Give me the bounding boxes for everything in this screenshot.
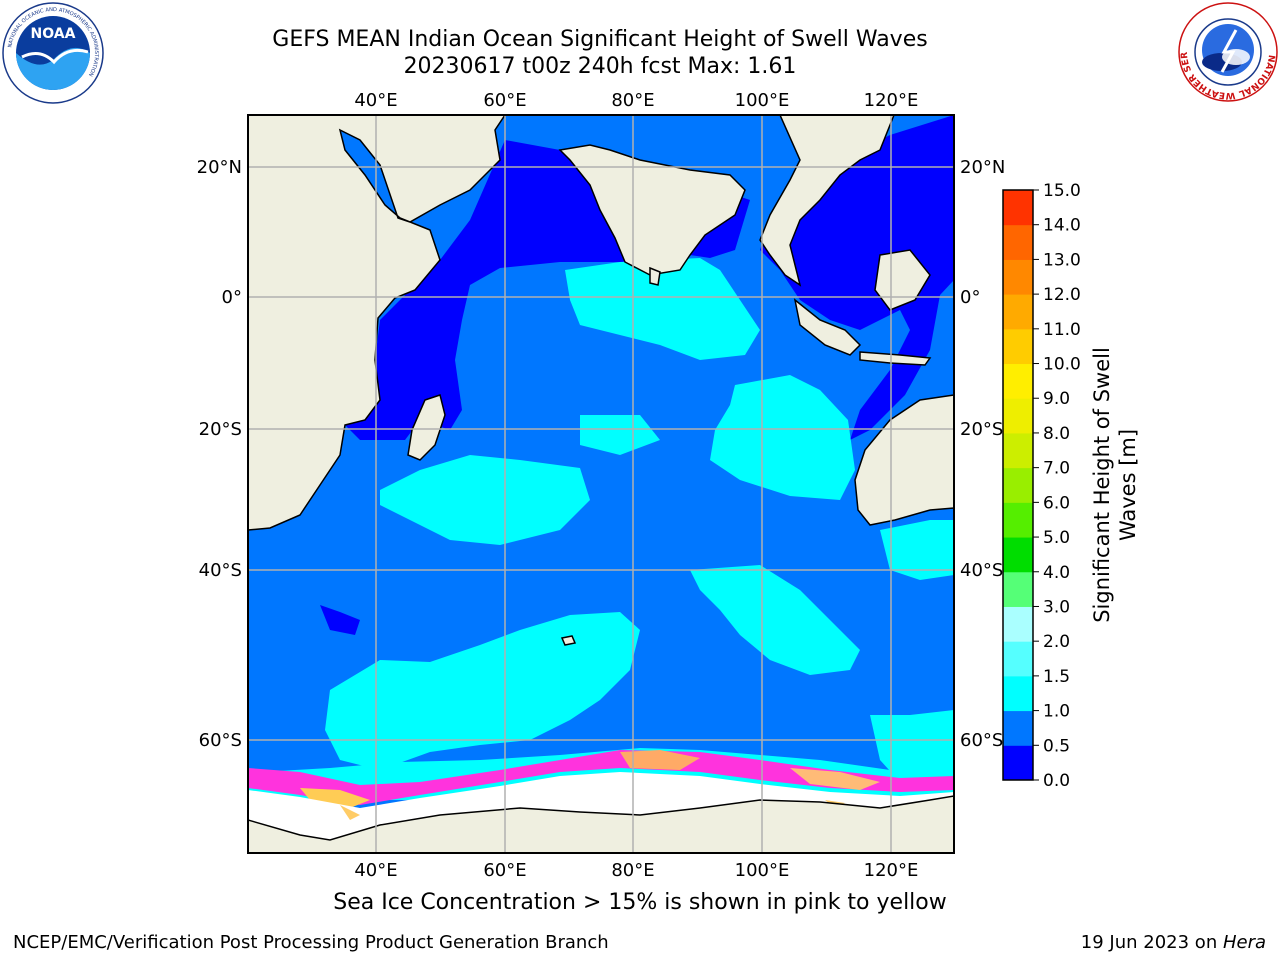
colorbar-swatch [1003, 432, 1033, 469]
lon-label-bottom: 40°E [354, 860, 397, 881]
map-frame [247, 114, 955, 854]
colorbar-tick-label: 9.0 [1043, 389, 1070, 409]
colorbar-frame [1002, 189, 1034, 781]
noaa-logo: NOAA NATIONAL OCEANIC AND ATMOSPHERIC AD… [2, 2, 104, 104]
chart-subtitle: 20230617 t00z 240h fcst Max: 1.61 [403, 54, 797, 79]
colorbar-swatch [1003, 467, 1033, 503]
colorbar-tick-label: 15.0 [1043, 181, 1081, 201]
lat-label-right: 20°S [960, 419, 1003, 440]
lon-label-bottom: 120°E [864, 860, 919, 881]
lat-label-left: 20°S [199, 419, 242, 440]
nws-logo: NATIONAL WEATHER SERVICE [1178, 2, 1278, 102]
colorbar-title-line1: Significant Height of Swell [1090, 347, 1114, 623]
lat-label-right: 60°S [960, 730, 1003, 751]
sea-ice-caption: Sea Ice Concentration > 15% is shown in … [333, 890, 947, 915]
colorbar-tick-label: 6.0 [1043, 493, 1070, 513]
colorbar-swatch [1003, 745, 1033, 781]
lat-label-left: 0° [222, 287, 242, 308]
colorbar-tick-label: 4.0 [1043, 563, 1070, 583]
lon-label-top: 100°E [735, 90, 790, 111]
lon-label-bottom: 80°E [611, 860, 654, 881]
lon-label-top: 40°E [354, 90, 397, 111]
colorbar-tick-label: 12.0 [1043, 285, 1081, 305]
colorbar-tick-label: 7.0 [1043, 459, 1070, 479]
colorbar-tick-label: 10.0 [1043, 355, 1081, 375]
colorbar-swatch [1003, 571, 1033, 607]
lon-label-top: 120°E [864, 90, 919, 111]
colorbar-tick-label: 1.0 [1043, 702, 1070, 722]
footer-credit: NCEP/EMC/Verification Post Processing Pr… [13, 932, 609, 953]
colorbar-swatch [1003, 502, 1033, 538]
colorbar-tick-label: 1.5 [1043, 667, 1070, 687]
colorbar-swatch [1003, 675, 1033, 712]
colorbar-tick-label: 14.0 [1043, 216, 1081, 236]
colorbar-swatch [1003, 294, 1033, 330]
lon-label-top: 60°E [483, 90, 526, 111]
noaa-logo-text: NOAA [31, 26, 76, 42]
colorbar-swatch [1003, 537, 1033, 573]
colorbar-tick-label: 13.0 [1043, 250, 1081, 270]
colorbar-swatch [1003, 363, 1033, 399]
footer-machine: Hera [1222, 932, 1266, 953]
colorbar-swatch [1003, 606, 1033, 642]
colorbar-title-line2: Waves [m] [1116, 428, 1140, 542]
colorbar-swatch [1003, 190, 1033, 226]
lat-label-right: 20°N [960, 157, 1005, 178]
colorbar-swatch [1003, 398, 1033, 434]
colorbar-tick-label: 8.0 [1043, 424, 1070, 444]
lon-label-bottom: 60°E [483, 860, 526, 881]
lat-label-left: 60°S [199, 730, 242, 751]
lat-label-right: 0° [960, 287, 980, 308]
lat-label-left: 40°S [199, 560, 242, 581]
gridlines [248, 115, 954, 853]
footer-date: 19 Jun 2023 on Hera [1081, 932, 1266, 953]
lat-label-left: 20°N [197, 157, 242, 178]
lon-label-bottom: 100°E [735, 860, 790, 881]
colorbar-swatch [1003, 710, 1033, 746]
colorbar-swatch [1003, 259, 1033, 295]
chart-title: GEFS MEAN Indian Ocean Significant Heigh… [272, 27, 928, 52]
colorbar-tick-label: 11.0 [1043, 320, 1081, 340]
colorbar-tick-label: 0.0 [1043, 771, 1070, 791]
colorbar-tick-label: 2.0 [1043, 632, 1070, 652]
colorbar-swatch [1003, 224, 1033, 260]
colorbar-swatch [1003, 328, 1033, 365]
lat-label-right: 40°S [960, 560, 1003, 581]
colorbar-tick-label: 0.5 [1043, 736, 1070, 756]
lon-label-top: 80°E [611, 90, 654, 111]
colorbar-tick-label: 5.0 [1043, 528, 1070, 548]
colorbar: 0.0 0.5 1.0 1.5 2.0 3.0 4.0 5.0 6.0 7.0 8.0 9.0 10.0… [1002, 181, 1081, 791]
axis-labels: 40°E 60°E 80°E 100°E 120°E 40°E 60°E 80°… [197, 90, 1006, 881]
footer-date-text: 19 Jun 2023 on [1080, 932, 1223, 953]
colorbar-tick-label: 3.0 [1043, 597, 1070, 617]
map-area [248, 115, 954, 853]
colorbar-swatch [1003, 641, 1033, 677]
colorbar-title: Significant Height of Swell Waves [m] [1089, 347, 1141, 623]
